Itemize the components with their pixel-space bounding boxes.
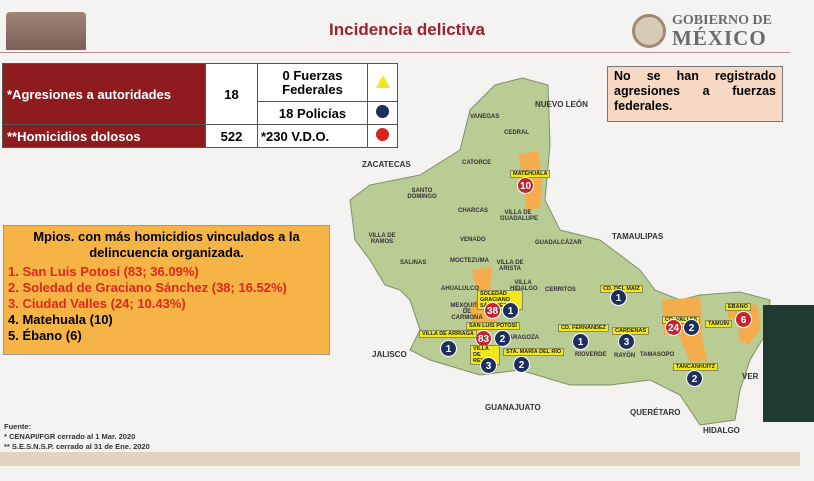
state-label: TAMAULIPAS: [612, 232, 664, 241]
marker-blue[interactable]: 1: [440, 340, 457, 357]
blue-circle-icon: [367, 101, 398, 125]
marker-label: CD. FERNÁNDEZ: [558, 324, 609, 332]
sub-text: 18 Policías: [257, 101, 368, 125]
marker-blue[interactable]: 1: [572, 333, 589, 350]
marker-blue[interactable]: 1: [610, 289, 627, 306]
top-municipalities-box: Mpios. con más homicidios vinculados a l…: [3, 225, 330, 355]
state-label: QUERÉTARO: [630, 408, 681, 417]
municipality-label: VANEGAS: [470, 114, 500, 120]
seal-icon: [632, 14, 666, 48]
note-box: No se han registrado agresiones a fuerza…: [607, 66, 783, 122]
marker-red[interactable]: 6: [735, 311, 752, 328]
municipality-label: VILLA DE RAMOS: [368, 233, 396, 245]
state-label: ZACATECAS: [362, 160, 411, 169]
state-label: VER: [742, 372, 759, 381]
marker-blue[interactable]: 3: [618, 333, 635, 350]
state-label: HIDALGO: [703, 426, 740, 435]
table-row: **Homicidios dolosos 522 *230 V.D.O.: [2, 124, 398, 148]
marker-blue[interactable]: 2: [494, 330, 511, 347]
marker-label: TAMUÍN: [705, 320, 732, 328]
sub-text: 0 Fuerzas Federales: [257, 63, 368, 102]
gov-line2: MÉXICO: [672, 26, 767, 50]
marker-blue[interactable]: 3: [480, 357, 497, 374]
municipality-label: ZARAGOZA: [505, 335, 539, 341]
marker-blue[interactable]: 2: [683, 319, 700, 336]
source-line: * CENAPI/FGR cerrado al 1 Mar. 2020: [4, 432, 136, 441]
marker-label: SAN LUIS POTOSÍ: [466, 322, 520, 330]
red-circle-icon: [367, 124, 398, 148]
municipality-label: VILLA HIDALGO: [510, 280, 538, 292]
municipality-label: MOCTEZUMA: [450, 258, 489, 264]
municipality-label: TAMASOPO: [640, 352, 675, 358]
sub-text: *230 V.D.O.: [257, 124, 368, 148]
source-label: Fuente:: [4, 422, 32, 431]
gov-line1: GOBIERNO DE: [672, 13, 772, 28]
source-line: ** S.E.S.N.S.P. cerrado al 31 de Ene. 20…: [4, 442, 150, 451]
state-label: GUANAJUATO: [485, 403, 541, 412]
state-outline: [349, 77, 771, 426]
list-item: 2. Soledad de Graciano Sánchez (38; 16.5…: [8, 280, 287, 295]
municipality-label: CHARCAS: [458, 208, 488, 214]
header-divider: [0, 52, 790, 53]
marker-red[interactable]: 10: [517, 177, 534, 194]
source-notes: Fuente: * CENAPI/FGR cerrado al 1 Mar. 2…: [4, 422, 150, 452]
gobierno-logo: GOBIERNO DE MÉXICO: [632, 13, 772, 50]
municipality-label: CERRITOS: [545, 287, 576, 293]
municipality-label: SALINAS: [400, 260, 427, 266]
row-value: 522: [205, 124, 258, 148]
municipality-label: CATORCE: [462, 160, 492, 166]
table-row: *Agresiones a autoridades 18 0 Fuerzas F…: [2, 63, 398, 125]
yellow-triangle-icon: [367, 63, 398, 102]
row-label: *Agresiones a autoridades: [2, 63, 206, 125]
list-item: 1. San Luis Potosí (83; 36.09%): [8, 264, 199, 279]
video-overlay: [763, 305, 814, 422]
table-row: 18 Policías: [3, 101, 398, 125]
page-title: Incidencia delictiva: [329, 20, 485, 39]
row-label: **Homicidios dolosos: [2, 124, 206, 148]
municipality-label: RAYÓN: [614, 353, 636, 359]
list-item: 5. Ébano (6): [8, 328, 82, 343]
state-label: NUEVO LEÓN: [535, 100, 588, 109]
municipality-label: VENADO: [460, 237, 486, 243]
marker-blue[interactable]: 2: [513, 356, 530, 373]
box-heading: Mpios. con más homicidios vinculados a l…: [33, 229, 300, 260]
marker-label: STA. MARÍA DEL RÍO: [503, 348, 565, 356]
municipality-label: VILLA DE GUADALUPE: [500, 210, 539, 222]
marker-label: VILLA DE ARRIAGA: [419, 330, 477, 338]
municipality-label: RIOVERDE: [575, 352, 607, 358]
marker-red[interactable]: 38: [484, 302, 501, 319]
footer-bar: [0, 452, 800, 466]
list-item: 3. Ciudad Valles (24; 10.43%): [8, 296, 186, 311]
list-item: 4. Matehuala (10): [8, 312, 113, 327]
marker-blue[interactable]: 2: [686, 370, 703, 387]
marker-blue[interactable]: 1: [502, 302, 519, 319]
municipality-label: CEDRAL: [504, 130, 529, 136]
municipality-label: SANTO DOMINGO: [407, 188, 437, 200]
municipality-label: AHUALULCO: [441, 286, 479, 292]
municipality-label: VILLA DE ARISTA: [496, 260, 524, 272]
heroes-logo: [6, 12, 86, 50]
marker-label: ÉBANO: [725, 303, 751, 311]
marker-red[interactable]: 24: [665, 319, 682, 336]
state-label: JALISCO: [372, 350, 407, 359]
row-value: 18: [205, 63, 258, 125]
municipality-label: MEXQUITIC DE CARMONA: [450, 303, 484, 321]
municipality-label: GUADALCÁZAR: [535, 240, 582, 246]
summary-table: *Agresiones a autoridades 18 0 Fuerzas F…: [2, 63, 398, 148]
marker-label: MATEHUALA: [510, 170, 551, 178]
